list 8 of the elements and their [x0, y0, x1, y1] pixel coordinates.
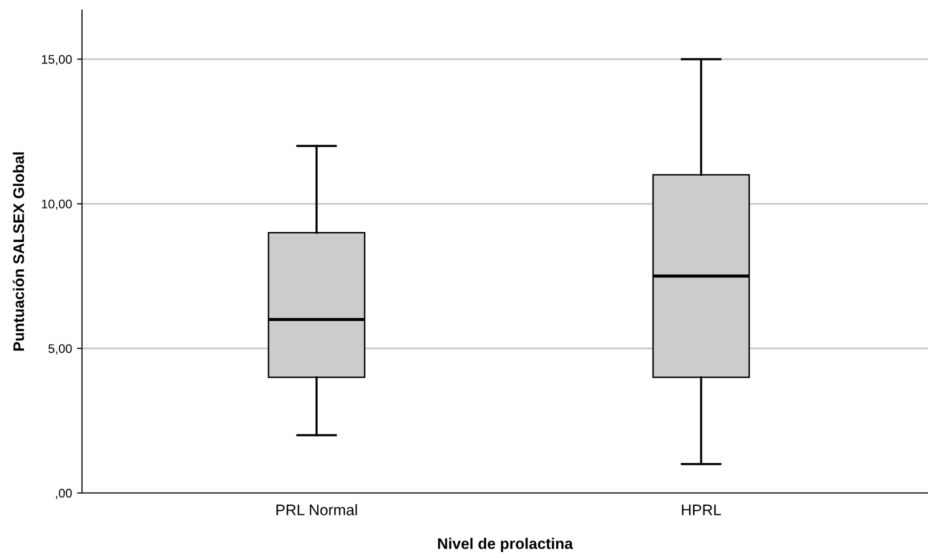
- y-tick-label: ,00: [56, 488, 72, 500]
- y-tick-label: 15,00: [42, 54, 72, 66]
- x-tick-label: PRL Normal: [276, 504, 357, 516]
- y-tick-label: 5,00: [48, 344, 72, 355]
- x-axis-title: Nivel de prolactina: [438, 538, 574, 552]
- x-tick-label: HPRL: [682, 504, 721, 516]
- y-axis-title: Puntuación SALSEX Global: [12, 152, 24, 351]
- y-tick-label: 10,00: [42, 200, 72, 210]
